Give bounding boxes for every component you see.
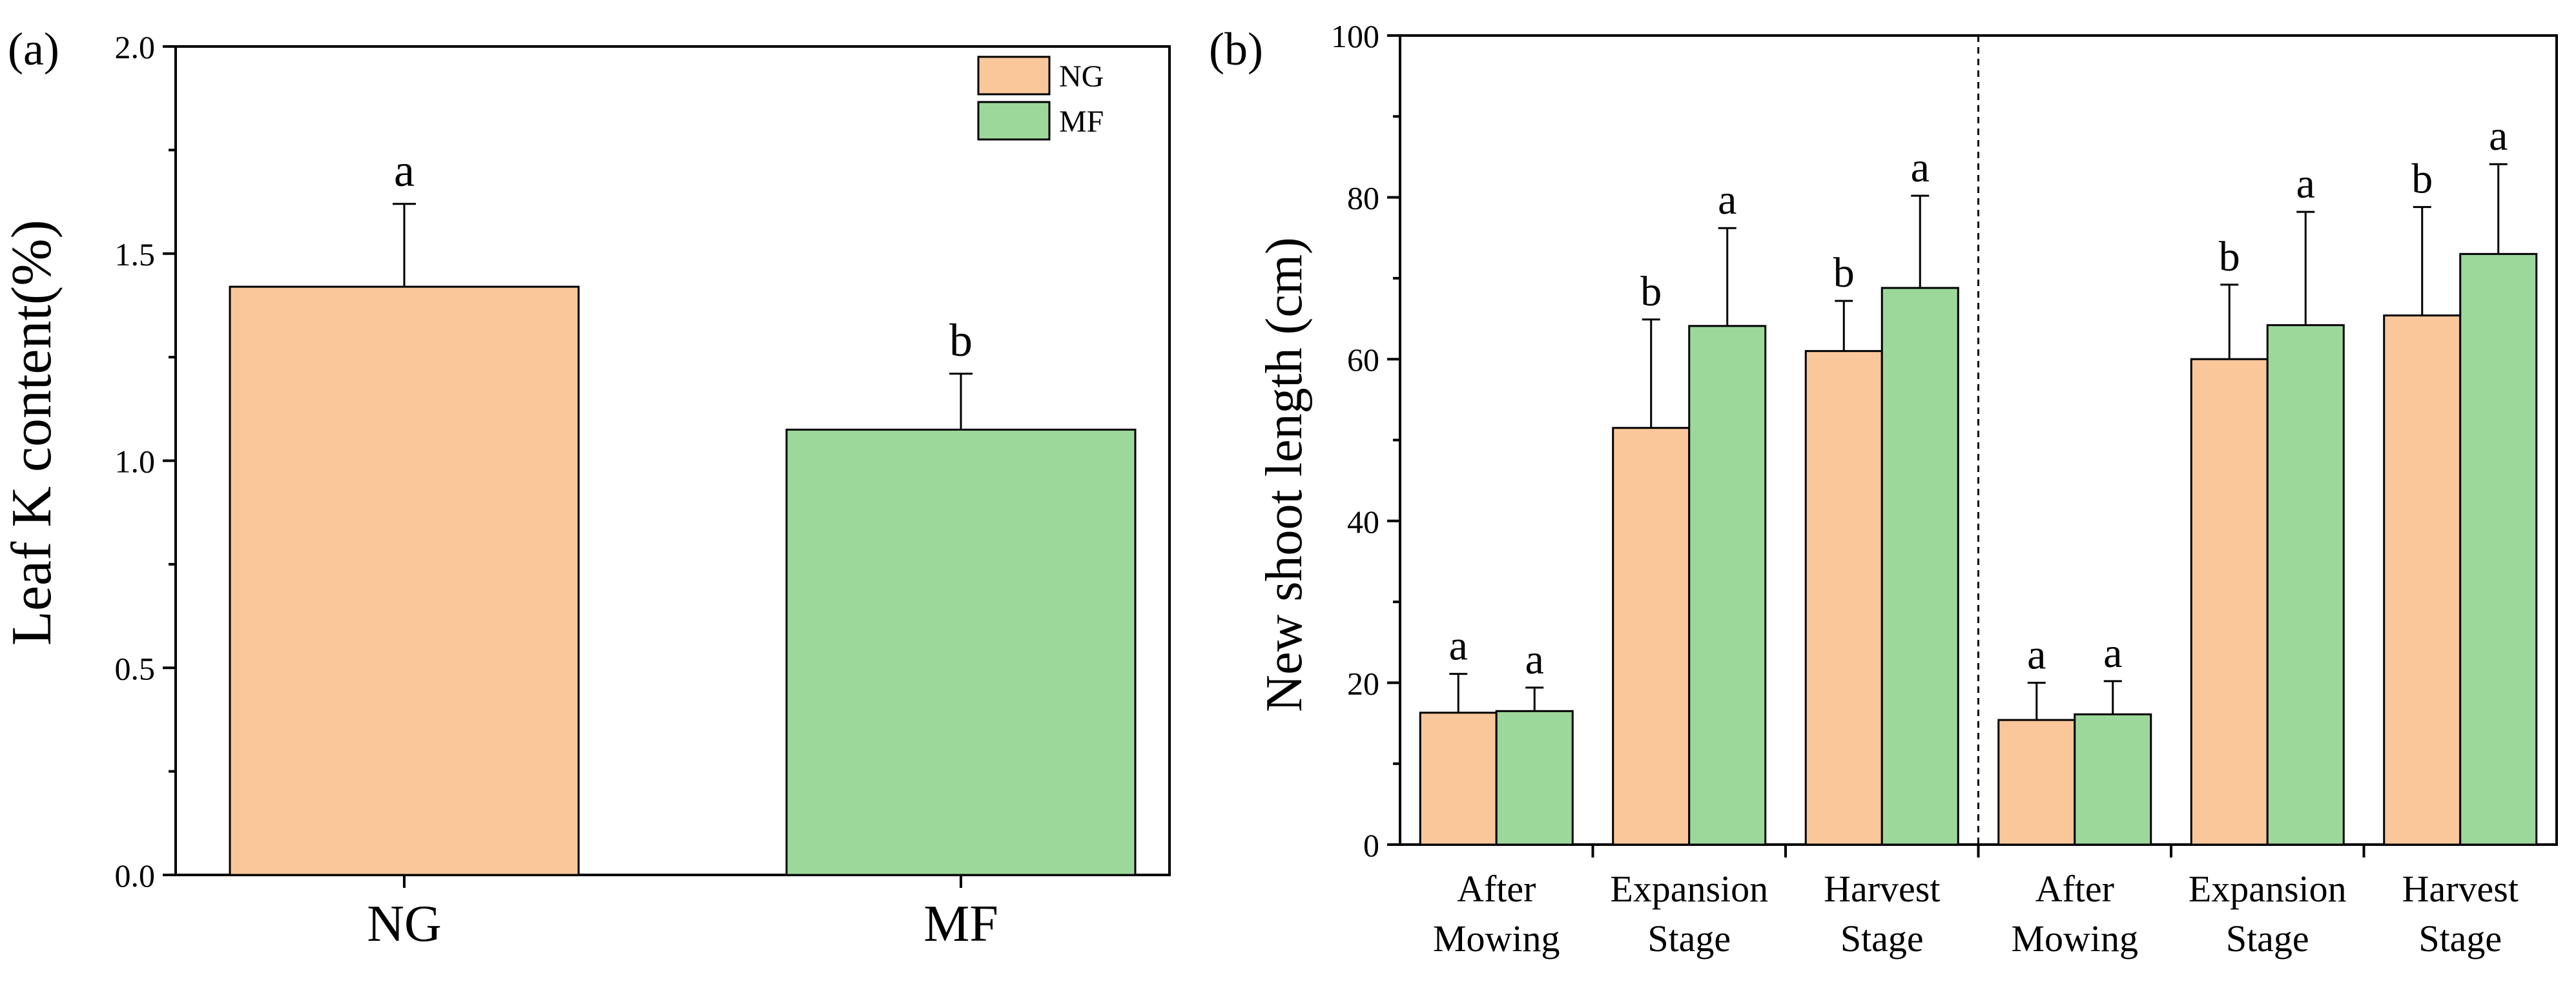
bar-ng bbox=[1997, 719, 2076, 846]
error-bar-ng bbox=[1642, 318, 1660, 428]
panel-a-y-axis-title: Leaf K content(%) bbox=[1, 220, 63, 646]
panel-a-y-tick-label: 2.0 bbox=[115, 29, 156, 65]
panel-b-y-tick-label: 20 bbox=[1347, 665, 1379, 701]
x-tick-label-line1: Harvest bbox=[1824, 868, 1940, 910]
panel-b-y-tick-label: 0 bbox=[1363, 827, 1379, 863]
panel-a-label: (a) bbox=[8, 23, 59, 75]
x-tick-label-line2: Stage bbox=[1647, 918, 1731, 960]
error-bar-mf bbox=[1911, 194, 1930, 288]
panel-a-bars: a NG b MF bbox=[229, 145, 1137, 952]
bar-mf bbox=[785, 428, 1137, 876]
panel-a-leaf-k-chart: (a) Leaf K content(%) 0.0 0.5 1.0 1.5 2.0 a N… bbox=[1, 23, 1171, 952]
x-tick-label-line1: Expansion bbox=[2189, 868, 2347, 910]
panel-b-y-tick-label: 100 bbox=[1331, 18, 1379, 54]
panel-b-bars: a a After Mowing b a Expansion Stage b a Harvest St… bbox=[1419, 36, 2538, 960]
error-bar-ng bbox=[2413, 206, 2431, 316]
sig-letter: b bbox=[1640, 268, 1662, 315]
legend-swatch-ng bbox=[977, 56, 1051, 96]
x-tick-label-line2: Stage bbox=[2226, 918, 2309, 960]
sig-letter: a bbox=[394, 145, 415, 196]
bar-ng bbox=[1612, 427, 1691, 846]
error-bar-ng bbox=[393, 203, 416, 287]
error-bar-mf bbox=[2103, 680, 2122, 715]
bar-mf bbox=[2074, 713, 2152, 846]
sig-letter: a bbox=[2027, 631, 2046, 678]
sig-letter: a bbox=[2489, 112, 2508, 159]
sig-letter: b bbox=[2411, 156, 2433, 203]
sig-letter: a bbox=[1449, 622, 1468, 670]
panel-a-y-tick-label: 0.5 bbox=[115, 650, 156, 686]
error-bar-mf bbox=[1525, 686, 1544, 712]
x-tick-label-line2: Mowing bbox=[1433, 918, 1560, 960]
sig-letter: a bbox=[1911, 144, 1930, 191]
bar-mf bbox=[1880, 287, 1959, 846]
error-bar-ng bbox=[2220, 283, 2239, 360]
x-tick-label-line2: Stage bbox=[2418, 918, 2502, 960]
panel-b-shoot-length-chart: (b) New shoot length (cm) 0 20 40 60 80 100 a… bbox=[1209, 18, 2558, 960]
panel-b-y-tick-label: 40 bbox=[1347, 504, 1379, 540]
panel-b-y-tick-label: 80 bbox=[1347, 180, 1379, 216]
bar-ng bbox=[2190, 358, 2269, 846]
panel-a-y-tick-label: 1.0 bbox=[115, 444, 156, 480]
legend-label-mf: MF bbox=[1059, 105, 1104, 139]
panel-a-y-tick-label: 1.5 bbox=[115, 236, 156, 272]
panel-b-label: (b) bbox=[1209, 23, 1263, 75]
sig-letter: b bbox=[949, 314, 973, 366]
error-bar-mf bbox=[2489, 163, 2508, 254]
panel-b-y-tick-label: 60 bbox=[1347, 342, 1379, 378]
sig-letter: b bbox=[1833, 249, 1855, 296]
bar-ng bbox=[2383, 314, 2462, 846]
x-tick-label-line2: Mowing bbox=[2011, 918, 2138, 960]
x-tick-label-line2: Stage bbox=[1840, 918, 1924, 960]
error-bar-mf bbox=[1718, 227, 1736, 326]
legend-label-ng: NG bbox=[1059, 59, 1104, 94]
bar-ng bbox=[229, 285, 580, 876]
sig-letter: b bbox=[2219, 233, 2240, 280]
bar-mf bbox=[1688, 325, 1767, 846]
bar-mf bbox=[2266, 324, 2345, 846]
sig-letter: a bbox=[1525, 636, 1544, 683]
bar-mf bbox=[1495, 710, 1574, 846]
legend-swatch-mf bbox=[977, 101, 1051, 141]
error-bar-mf bbox=[2296, 211, 2315, 325]
panel-a-legend: NG MF bbox=[977, 56, 1104, 141]
x-tick-label-ng: NG bbox=[367, 896, 442, 952]
x-tick-label-mf: MF bbox=[923, 896, 998, 952]
x-tick-label-line1: After bbox=[2035, 868, 2114, 910]
sig-letter: a bbox=[2296, 160, 2315, 207]
error-bar-ng bbox=[1449, 673, 1468, 713]
error-bar-mf bbox=[949, 373, 973, 430]
panel-a-axes: 0.0 0.5 1.0 1.5 2.0 bbox=[115, 29, 1171, 894]
x-tick-label-line1: Expansion bbox=[1610, 868, 1768, 910]
error-bar-ng bbox=[1835, 300, 1853, 351]
panel-b-y-axis-title: New shoot length (cm) bbox=[1256, 237, 1313, 712]
x-tick-label-line1: After bbox=[1457, 868, 1536, 910]
error-bar-ng bbox=[2027, 681, 2046, 721]
bar-ng bbox=[1804, 350, 1883, 846]
sig-letter: a bbox=[2103, 630, 2122, 677]
panel-a-y-tick-label: 0.0 bbox=[115, 858, 156, 894]
x-tick-label-line1: Harvest bbox=[2402, 868, 2519, 910]
bar-mf bbox=[2459, 252, 2538, 846]
bar-ng bbox=[1419, 712, 1498, 846]
sig-letter: a bbox=[1718, 176, 1736, 223]
